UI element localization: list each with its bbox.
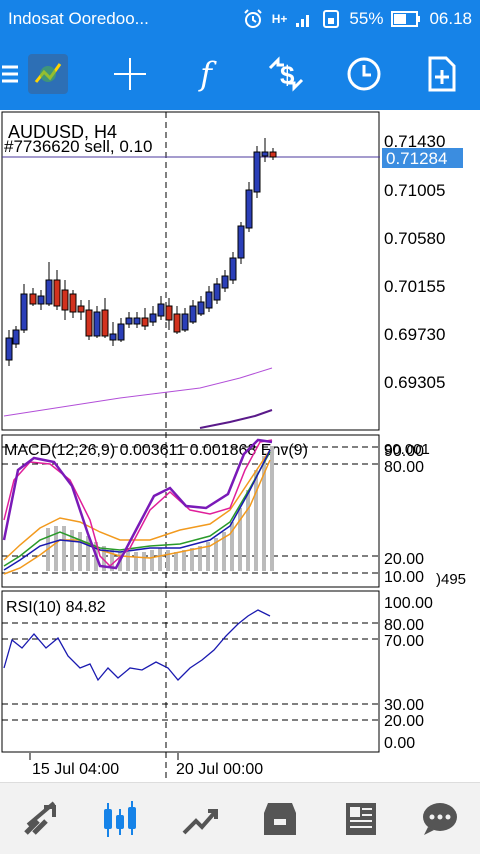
trade-icon[interactable]: $ [262, 38, 310, 110]
function-glyph: f [200, 55, 212, 93]
chart-icon [104, 800, 136, 837]
news-icon [346, 802, 376, 835]
nav-news[interactable] [330, 789, 390, 849]
history-icon [264, 802, 296, 835]
time-label: 20 Jul 00:00 [176, 761, 263, 778]
add-document-icon[interactable] [422, 38, 462, 110]
status-icons: H+ 55% 06.18 [242, 8, 472, 30]
menu-icon[interactable] [0, 38, 20, 110]
macd-signal [3, 451, 271, 567]
rsi-line [3, 609, 271, 682]
macd-side-value: )495 [436, 571, 466, 588]
ma-line [3, 367, 273, 417]
clock-icon[interactable] [342, 38, 386, 110]
chart-svg[interactable]: 0.71430 0.71284 0.71005 0.70580 0.70155 … [0, 110, 480, 782]
nav-quotes[interactable] [10, 789, 70, 849]
function-icon[interactable]: f [184, 38, 228, 110]
alarm-icon [244, 9, 262, 28]
stoch-signal [3, 439, 273, 568]
candlesticks [5, 138, 277, 366]
macd-top-value: 90.001 [384, 441, 430, 458]
rsi-tick: 0.00 [384, 735, 415, 752]
order-label: #7736620 sell, 0.10 [4, 137, 152, 156]
app-logo-icon[interactable] [26, 38, 70, 110]
envelope-upper [3, 449, 271, 561]
price-tick: 0.70155 [384, 277, 445, 296]
rsi-tick: 80.00 [384, 617, 424, 634]
trade-icon [182, 808, 218, 834]
macd-label: MACD(12,26,9) 0.003611 0.001868 Env(9) [4, 442, 308, 459]
nav-history[interactable] [250, 789, 310, 849]
macd-tick: 20.00 [384, 551, 424, 568]
nav-trade[interactable] [170, 789, 230, 849]
chart-area[interactable]: 0.71430 0.71284 0.71005 0.70580 0.70155 … [0, 110, 480, 782]
battery-icon [391, 11, 421, 27]
macd-tick: 90.00 [384, 443, 424, 460]
rsi-panel[interactable] [1, 590, 380, 753]
network-type: H+ [271, 12, 288, 26]
messages-icon [423, 802, 457, 835]
status-bar: Indosat Ooredoo... H+ 55% 06.18 [0, 0, 480, 38]
time-label: 15 Jul 04:00 [32, 761, 119, 778]
toolbar: f $ [0, 38, 480, 110]
macd-tick: 10.00 [384, 569, 424, 586]
bottom-nav [0, 782, 480, 854]
current-price: 0.71284 [386, 149, 447, 168]
crosshair-icon[interactable] [108, 38, 152, 110]
signal-icon [296, 15, 310, 27]
nav-messages[interactable] [410, 789, 470, 849]
rsi-tick: 100.00 [384, 595, 433, 612]
macd-main [3, 449, 271, 571]
symbol-label: AUDUSD, H4 [8, 122, 117, 142]
clock-time: 06.18 [429, 9, 472, 28]
price-tick: 0.71005 [384, 181, 445, 200]
price-tick: 0.69730 [384, 325, 445, 344]
rsi-tick: 20.00 [384, 713, 424, 730]
carrier-name: Indosat Ooredoo... [8, 9, 149, 28]
sim-icon [323, 10, 340, 28]
price-panel[interactable] [1, 111, 380, 431]
price-tick: 0.70580 [384, 229, 445, 248]
stoch-main [2, 438, 273, 570]
nav-chart[interactable] [90, 789, 150, 849]
ma-line-2 [199, 409, 273, 429]
current-price-tag [382, 148, 463, 168]
battery-percent: 55% [349, 9, 384, 28]
price-tick: 0.69305 [384, 373, 445, 392]
quotes-icon [24, 800, 56, 835]
rsi-label: RSI(10) 84.82 [6, 599, 106, 616]
rsi-tick: 70.00 [384, 633, 424, 650]
rsi-tick: 30.00 [384, 697, 424, 714]
macd-tick: 80.00 [384, 459, 424, 476]
price-tick: 0.71430 [384, 132, 445, 151]
